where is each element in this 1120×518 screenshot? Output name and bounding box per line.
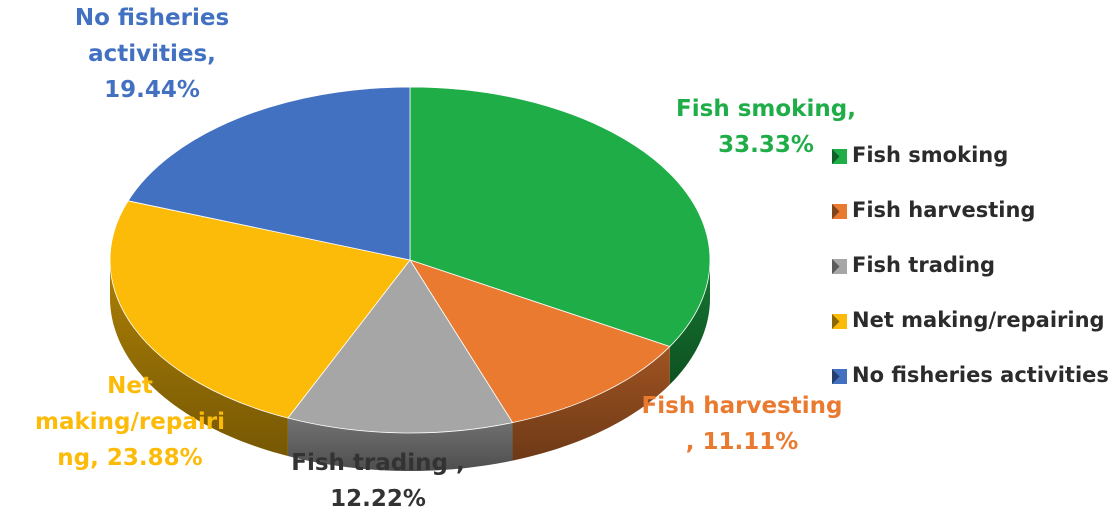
legend-item-fish-trading: Fish trading [832,253,995,277]
pie-slice-net-making-repairing [109,200,411,419]
pie-side-shade-net-making-repairing [110,260,288,457]
data-label-line: activities, [88,41,216,67]
legend-swatch-shade [832,259,840,274]
data-label-line: 19.44% [104,77,200,103]
legend-label: Fish harvesting [852,198,1035,222]
pie-slice-fish-harvesting [409,259,671,424]
pie-side-shade-fish-smoking [669,260,710,385]
legend-item-fish-smoking: Fish smoking [832,143,1008,167]
data-label-line: 12.22% [330,486,426,512]
data-label-fish-smoking: Fish smoking, 33.33% [676,96,856,158]
legend-item-no-fisheries-activities: No fisheries activities [832,363,1109,387]
legend-item-net-making-repairing: Net making/repairing [832,308,1105,332]
data-label-line: Fish smoking, [676,96,856,122]
data-label-line: Net [107,373,153,399]
legend-label: Fish trading [852,253,995,277]
legend-item-fish-harvesting: Fish harvesting [832,198,1035,222]
data-label-no-fisheries-activities: No fisheries activities, 19.44% [75,5,229,103]
data-label-line: Fish harvesting [642,393,843,419]
data-label-fish-harvesting: Fish harvesting , 11.11% [642,393,843,455]
pie-slice-fish-smoking [409,86,711,347]
legend-swatch-shade [832,314,840,329]
pie-side-shade-fish-harvesting [512,346,670,461]
pie-top-slices [109,86,711,434]
legend-swatch-shade [832,204,840,219]
data-label-fish-trading: Fish trading , 12.22% [291,450,464,512]
slice-labels: Fish smoking, 33.33% Fish harvesting , 11.1… [35,5,856,512]
legend-label: Net making/repairing [852,308,1105,332]
data-label-line: , 11.11% [686,429,799,455]
legend-label: No fisheries activities [852,363,1109,387]
data-label-line: making/repairi [35,409,225,435]
data-label-line: ng, 23.88% [57,445,202,471]
data-label-line: Fish trading , [291,450,464,476]
pie-slice-fish-trading [287,259,514,434]
data-label-net-making-repairing: Net making/repairi ng, 23.88% [35,373,225,471]
legend-label: Fish smoking [852,143,1008,167]
data-label-line: No fisheries [75,5,229,31]
legend-swatch-shade [832,149,840,164]
data-label-line: 33.33% [718,132,814,158]
legend: Fish smoking Fish harvesting Fish trading N… [832,143,1109,387]
pie-slice-no-fisheries-activities [127,86,411,261]
legend-swatch-shade [832,369,840,384]
